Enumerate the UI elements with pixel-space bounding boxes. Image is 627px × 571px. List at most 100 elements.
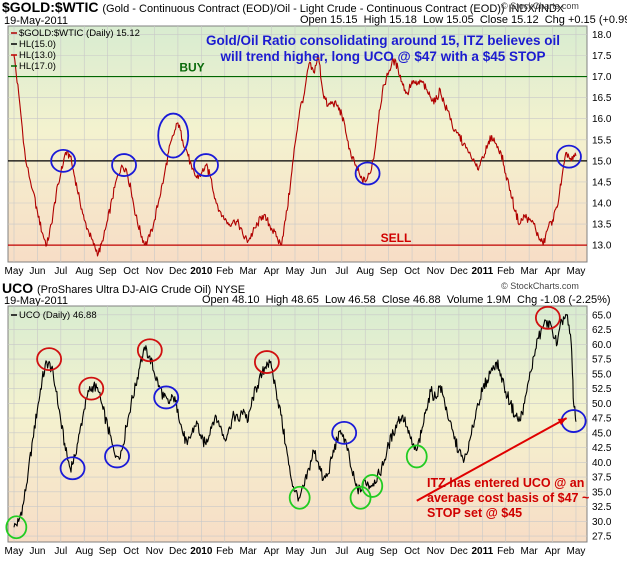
x-tick-label: Jul	[54, 546, 67, 557]
x-tick-label: Feb	[497, 546, 515, 557]
y-tick-label: 17.0	[592, 72, 612, 83]
panel2-description: (ProShares Ultra DJ-AIG Crude Oil)	[37, 284, 212, 296]
legend-entry: $GOLD:$WTIC (Daily) 15.12	[19, 28, 140, 39]
y-tick-label: 13.0	[592, 241, 612, 252]
x-tick-label: Oct	[123, 266, 139, 277]
y-tick-label: 35.0	[592, 487, 612, 498]
x-tick-label: 2011	[471, 546, 493, 557]
legend-entry: HL(17.0)	[19, 61, 56, 72]
y-tick-label: 16.0	[592, 114, 612, 125]
x-tick-label: Nov	[146, 546, 164, 557]
red-circle-marker	[78, 376, 105, 401]
panel1-exchange: INDX/INDX	[508, 3, 565, 15]
x-tick-label: Mar	[521, 266, 539, 277]
x-tick-label: Apr	[545, 266, 561, 277]
y-tick-label: 47.5	[592, 414, 612, 425]
y-tick-label: 42.5	[592, 443, 612, 454]
watermark: © StockCharts.com	[501, 1, 579, 11]
red-circle-marker	[136, 338, 163, 363]
panel1-title: $GOLD:$WTIC (Gold - Continuous Contract …	[2, 0, 564, 15]
x-tick-label: Jul	[335, 546, 348, 557]
y-tick-label: 32.5	[592, 502, 612, 513]
x-tick-label: Dec	[450, 546, 468, 557]
green-circle-marker	[5, 515, 28, 540]
blue-circle-marker	[331, 420, 358, 445]
y-tick-label: 45.0	[592, 428, 612, 439]
uco-annotation-line-1: ITZ has entered UCO @ an	[427, 476, 584, 490]
x-tick-label: Oct	[404, 546, 420, 557]
x-tick-label: Aug	[356, 266, 374, 277]
y-tick-label: 62.5	[592, 325, 612, 336]
x-tick-label: Mar	[240, 546, 258, 557]
panel1-ohlc: Open 15.15 High 15.18 Low 15.05 Close 15…	[300, 14, 627, 26]
red-circle-marker	[253, 350, 280, 374]
x-tick-label: Feb	[497, 266, 515, 277]
y-tick-label: 15.5	[592, 135, 612, 146]
y-tick-label: 37.5	[592, 473, 612, 484]
x-tick-label: Aug	[356, 546, 374, 557]
x-tick-label: Apr	[545, 546, 561, 557]
x-tick-label: May	[286, 266, 305, 277]
x-tick-label: Nov	[146, 266, 164, 277]
blue-circle-marker	[59, 456, 86, 481]
x-tick-label: May	[286, 546, 305, 557]
x-tick-label: May	[567, 266, 586, 277]
y-tick-label: 50.0	[592, 399, 612, 410]
panel2-close: Close 46.88	[381, 294, 441, 306]
ratio-annotation-line-1: Gold/Oil Ratio consolidating around 15, …	[206, 33, 560, 48]
panel2-exchange: NYSE	[215, 284, 246, 296]
price-series-line	[13, 54, 577, 257]
y-tick-label: 40.0	[592, 458, 612, 469]
blue-circle-marker	[104, 444, 130, 469]
x-tick-label: Dec	[450, 266, 468, 277]
y-tick-label: 18.0	[592, 30, 612, 41]
trend-arrow-head	[557, 418, 567, 426]
green-circle-marker	[361, 474, 384, 498]
x-tick-label: Apr	[264, 266, 280, 277]
gold-oil-ratio-panel: May Jun Jul Aug Sep Oct Nov Dec 2010 Feb Mar Apr May…	[5, 1, 612, 277]
x-tick-label: Nov	[427, 266, 445, 277]
blue-circle-marker	[193, 153, 219, 177]
panel1-low: Low 15.05	[422, 14, 474, 26]
y-tick-label: 57.5	[592, 355, 612, 366]
red-circle-marker	[534, 305, 561, 330]
x-tick-label: Jun	[310, 266, 326, 277]
panel1-open: Open 15.15	[300, 14, 358, 26]
red-circle-marker	[36, 347, 63, 372]
y-tick-label: 14.0	[592, 199, 612, 210]
panel1-change: Chg +0.15 (+0.99%)	[544, 14, 627, 26]
blue-circle-marker	[50, 148, 77, 173]
x-tick-label: Jun	[310, 546, 326, 557]
y-tick-label: 14.5	[592, 177, 612, 188]
panel2-symbol: UCO	[2, 280, 34, 296]
panel2-ohlc: Open 48.10 High 48.65 Low 46.58 Close 46…	[202, 294, 611, 306]
panel2-volume: Volume 1.9M	[446, 294, 511, 306]
y-tick-label: 17.5	[592, 51, 612, 62]
x-tick-label: Aug	[75, 266, 93, 277]
y-tick-label: 13.5	[592, 220, 612, 231]
x-tick-label: Feb	[216, 266, 234, 277]
x-tick-label: Jun	[29, 266, 45, 277]
blue-circle-marker	[153, 385, 180, 410]
y-tick-label: 27.5	[592, 532, 612, 543]
watermark: © StockCharts.com	[501, 281, 579, 291]
y-tick-label: 65.0	[592, 310, 612, 321]
green-circle-marker	[405, 444, 428, 469]
plot-area	[7, 305, 588, 543]
panel2-title: UCO (ProShares Ultra DJ-AIG Crude Oil) N…	[2, 280, 245, 296]
x-tick-label: 2010	[190, 266, 213, 277]
panel1-high: High 15.18	[363, 14, 417, 26]
x-tick-label: Mar	[521, 546, 539, 557]
panel2-date: 19-May-2011	[4, 295, 68, 307]
x-tick-label: 2010	[190, 546, 213, 557]
buy-label: BUY	[179, 61, 204, 75]
y-tick-label: 60.0	[592, 340, 612, 351]
uco-panel: May Jun Jul Aug Sep Oct Nov Dec 2010 Feb Mar Apr May…	[5, 281, 612, 557]
x-tick-label: Mar	[240, 266, 258, 277]
y-tick-label: 30.0	[592, 517, 612, 528]
panel2-open: Open 48.10	[202, 294, 260, 306]
x-tick-label: Sep	[380, 546, 398, 557]
ratio-annotation-line-2: will trend higher, long UCO @ $47 with a…	[220, 49, 546, 64]
x-tick-label: Aug	[75, 546, 93, 557]
